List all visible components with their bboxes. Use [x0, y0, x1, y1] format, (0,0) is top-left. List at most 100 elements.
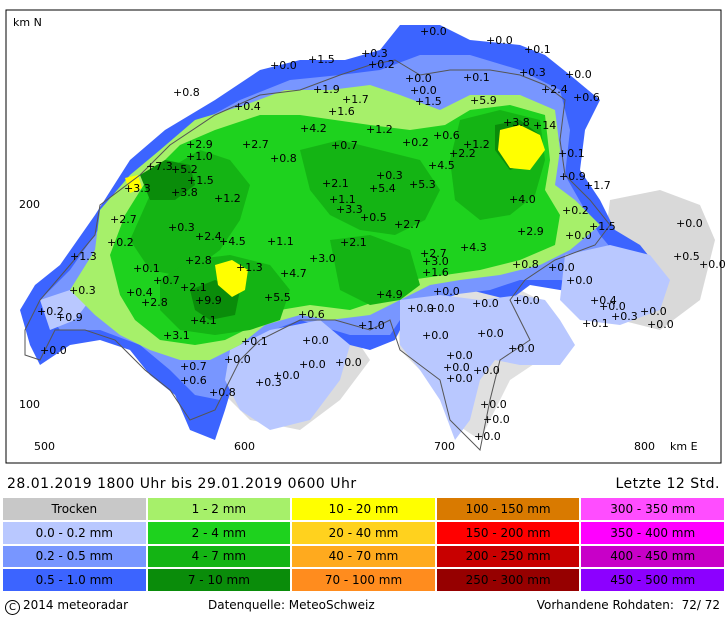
precip-layer-10-20 — [125, 125, 545, 297]
station-value: +3.1 — [163, 329, 190, 342]
station-value: +0.6 — [433, 129, 460, 142]
legend-label: 40 - 70 mm — [328, 549, 399, 564]
station-value: +2.8 — [141, 296, 168, 309]
legend-label: 20 - 40 mm — [328, 525, 399, 540]
raw-data-label: Vorhandene Rohdaten: — [536, 598, 674, 612]
station-value: +0.0 — [548, 261, 575, 274]
station-value: +4.5 — [219, 235, 246, 248]
x-axis-label: 600 — [234, 440, 255, 453]
info-bar: 28.01.2019 1800 Uhr bis 29.01.2019 0600 … — [0, 474, 728, 496]
station-value: +2.9 — [186, 138, 213, 151]
station-value: +0.0 — [699, 258, 726, 271]
station-value: +0.6 — [573, 91, 600, 104]
station-value: +0.2 — [402, 136, 429, 149]
station-value: +2.4 — [195, 230, 222, 243]
legend-label: 350 - 400 mm — [610, 525, 696, 540]
station-value: +4.2 — [300, 122, 327, 135]
legend-swatch: 7 - 10 mm — [147, 569, 291, 591]
legend-swatch: 0.2 - 0.5 mm — [3, 545, 146, 568]
legend-label: 200 - 250 mm — [465, 549, 551, 564]
legend-label: 450 - 500 mm — [610, 573, 696, 588]
station-value: +0.0 — [443, 361, 470, 374]
x-axis-label: 500 — [34, 440, 55, 453]
station-value: +3.0 — [422, 255, 449, 268]
station-value: +0.1 — [582, 317, 609, 330]
legend-label: 100 - 150 mm — [465, 501, 551, 516]
station-value: +0.2 — [368, 58, 395, 71]
legend-label: 150 - 200 mm — [465, 525, 551, 540]
station-value: +0.0 — [513, 294, 540, 307]
station-value: +0.0 — [270, 59, 297, 72]
station-value: +1.2 — [463, 138, 490, 151]
station-value: +0.0 — [472, 297, 499, 310]
station-value: +3.8 — [503, 116, 530, 129]
station-value: +1.6 — [328, 105, 355, 118]
station-value: +5.5 — [264, 291, 291, 304]
station-value: +2.7 — [110, 213, 137, 226]
axis-x-unit: km E — [670, 440, 698, 453]
legend-swatch: 150 - 200 mm — [436, 521, 580, 544]
legend-label: 4 - 7 mm — [191, 549, 247, 564]
legend-swatch: 0.5 - 1.0 mm — [3, 569, 146, 591]
station-value: +4.7 — [280, 267, 307, 280]
station-value: +5.4 — [369, 182, 396, 195]
station-value: +1.5 — [415, 95, 442, 108]
station-value: +2.1 — [340, 236, 367, 249]
station-value: +1.2 — [214, 192, 241, 205]
station-value: +0.5 — [360, 211, 387, 224]
station-value: +0.5 — [673, 250, 700, 263]
station-value: +0.0 — [446, 372, 473, 385]
data-source: Datenquelle: MeteoSchweiz — [208, 598, 375, 612]
legend-label: 7 - 10 mm — [187, 573, 250, 588]
station-values: +0.0+0.0+0.3+0.2+0.0+0.1+1.5+0.0+0.0 +0.1… — [37, 25, 726, 443]
station-value: +3.3 — [124, 182, 151, 195]
station-value: +0.9 — [559, 170, 586, 183]
legend-label: Trocken — [51, 501, 98, 516]
legend-label: 400 - 450 mm — [610, 549, 696, 564]
station-value: +1.1 — [329, 193, 356, 206]
station-value: +0.0 — [640, 305, 667, 318]
station-value: +0.0 — [410, 84, 437, 97]
station-value: +0.1 — [524, 43, 551, 56]
copyright: C 2014 meteoradar — [5, 598, 128, 615]
station-value: +0.0 — [224, 353, 251, 366]
station-value: +2.2 — [449, 147, 476, 160]
station-value: +0.0 — [335, 356, 362, 369]
station-value: +0.0 — [273, 369, 300, 382]
legend-label: 0.0 - 0.2 mm — [35, 525, 113, 540]
country-border — [24, 59, 611, 452]
station-value: +0.0 — [473, 364, 500, 377]
station-value: +4.3 — [460, 241, 487, 254]
station-value: +0.0 — [480, 398, 507, 411]
legend-swatch: 20 - 40 mm — [292, 521, 435, 544]
station-value: +4.9 — [376, 288, 403, 301]
legend-swatch: 4 - 7 mm — [147, 545, 291, 568]
station-value: +0.0 — [302, 334, 329, 347]
x-axis-label: 800 — [634, 440, 655, 453]
station-value: +14 — [533, 119, 556, 132]
legend-swatch: 10 - 20 mm — [292, 498, 435, 520]
station-value: +1.5 — [589, 220, 616, 233]
station-value: +0.8 — [173, 86, 200, 99]
station-value: +3.3 — [336, 203, 363, 216]
precipitation-map: km N km E 200 100 500 600 700 800 +0.0 +0.0 +0… — [5, 9, 726, 464]
station-value: +2.7 — [394, 218, 421, 231]
station-value: +0.4 — [126, 286, 153, 299]
station-value: +0.0 — [565, 229, 592, 242]
precip-layer-0.0-0.2 — [40, 240, 670, 440]
station-value: +5.3 — [409, 178, 436, 191]
x-axis-label: 700 — [434, 440, 455, 453]
legend-label: 0.5 - 1.0 mm — [35, 573, 113, 588]
station-value: +1.3 — [70, 250, 97, 263]
legend-label: 1 - 2 mm — [191, 501, 247, 516]
station-value: +0.8 — [270, 152, 297, 165]
copyright-text: 2014 meteoradar — [23, 598, 129, 612]
station-value: +4.0 — [509, 193, 536, 206]
station-value: +1.1 — [267, 235, 294, 248]
legend-swatch: 400 - 450 mm — [581, 545, 724, 568]
station-value: +1.3 — [236, 261, 263, 274]
raw-data-status: Vorhandene Rohdaten: 72/ 72 — [537, 598, 720, 612]
station-value: +7.3 — [146, 160, 173, 173]
legend-swatch: 0.0 - 0.2 mm — [3, 521, 146, 544]
